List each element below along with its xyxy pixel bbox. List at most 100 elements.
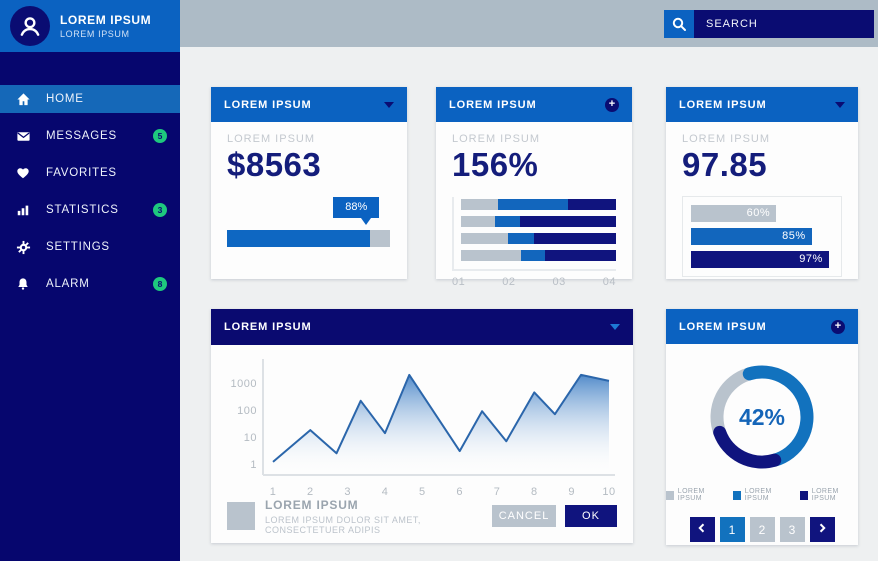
topbar: [180, 0, 878, 47]
chevron-left-icon: [696, 522, 708, 537]
chevron-down-icon[interactable]: [835, 101, 845, 108]
search-bar: [664, 10, 874, 38]
pagination-page-3[interactable]: 3: [779, 517, 805, 542]
donut-legend-item: LOREM IPSUM: [666, 488, 724, 502]
bell-icon: [15, 276, 31, 292]
legend-text: LOREM IPSUM LOREM IPSUM DOLOR SIT AMET, …: [265, 498, 492, 535]
bar-segment-blue: [498, 198, 568, 210]
svg-text:5: 5: [419, 486, 426, 498]
plus-icon[interactable]: +: [605, 97, 619, 112]
progress-tooltip-label: 88%: [345, 201, 368, 214]
home-icon: [15, 91, 31, 107]
sidebar-item-favorites[interactable]: FAVORITES: [0, 159, 180, 187]
profile-name: LOREM IPSUM: [60, 13, 152, 27]
svg-text:9: 9: [568, 486, 575, 498]
svg-text:3: 3: [344, 486, 351, 498]
card-subtitle: LOREM IPSUM: [227, 133, 316, 145]
bar-segment-navy: [519, 215, 616, 227]
pagination-page-2[interactable]: 2: [749, 517, 775, 542]
cancel-button[interactable]: CANCEL: [492, 505, 556, 527]
legend-title: LOREM IPSUM: [265, 497, 359, 512]
percent-bar: 85%: [691, 227, 812, 245]
card-revenue-body: LOREM IPSUM $8563 88%: [211, 122, 407, 247]
search-input[interactable]: [694, 10, 874, 38]
progress-tooltip: 88%: [333, 196, 380, 225]
progress-bar: [227, 229, 390, 247]
svg-text:7: 7: [494, 486, 501, 498]
progress-fill: [227, 229, 371, 247]
stacked-bar-row: [461, 249, 616, 261]
donut-chart: 42%: [710, 365, 814, 469]
sidebar-item-label: HOME: [46, 93, 84, 105]
pagination-prev-button[interactable]: [689, 517, 715, 542]
axis-tick-label: 03: [552, 275, 566, 288]
card-stacked-bars: LOREM IPSUM + LOREM IPSUM 156% 01 02 03 04: [436, 87, 632, 288]
card-trend-header: LOREM IPSUM: [211, 309, 633, 345]
card-trend: LOREM IPSUM 1 10 100 1000 1 2 3 4 5 6 7 8 9 10 LOREM …: [211, 309, 633, 543]
svg-text:2: 2: [307, 486, 314, 498]
user-profile[interactable]: LOREM IPSUM LOREM IPSUM: [0, 0, 180, 52]
gear-icon: [15, 239, 31, 255]
sidebar-item-settings[interactable]: SETTINGS: [0, 233, 180, 261]
donut-legend: LOREM IPSUM LOREM IPSUM LOREM IPSUM: [666, 488, 858, 502]
chevron-down-icon[interactable]: [610, 324, 620, 330]
svg-text:10: 10: [602, 486, 615, 498]
card-hbars-header: LOREM IPSUM: [666, 87, 858, 122]
sidebar-item-alarm[interactable]: ALARM 8: [0, 270, 180, 298]
bar-segment-navy: [567, 198, 616, 210]
stacked-bar-chart: [452, 196, 616, 271]
card-percent-bars: LOREM IPSUM LOREM IPSUM 97.85 60% 85% 97%: [666, 87, 858, 279]
pagination-next-button[interactable]: [809, 517, 835, 542]
sidebar-item-statistics[interactable]: STATISTICS 3: [0, 196, 180, 224]
bar-chart-icon: [15, 202, 31, 218]
card-revenue-header: LOREM IPSUM: [211, 87, 407, 122]
legend-label: LOREM IPSUM: [677, 488, 705, 502]
legend-swatch: [733, 490, 741, 500]
sidebar-item-messages[interactable]: MESSAGES 5: [0, 122, 180, 150]
card-donut-header: LOREM IPSUM +: [666, 309, 858, 344]
profile-text: LOREM IPSUM LOREM IPSUM: [60, 13, 151, 39]
sidebar-item-label: FAVORITES: [46, 167, 117, 179]
bar-segment-blue: [507, 232, 534, 244]
ok-button[interactable]: OK: [565, 505, 617, 527]
legend-description: LOREM IPSUM DOLOR SIT AMET, CONSECTETUER…: [265, 514, 421, 535]
svg-text:6: 6: [456, 486, 463, 498]
percent-bar: 97%: [691, 250, 829, 268]
chevron-right-icon: [816, 522, 828, 537]
svg-text:10: 10: [244, 432, 257, 444]
notification-badge: 3: [153, 203, 167, 217]
search-icon: [672, 17, 686, 31]
percent-bar: 60%: [691, 204, 777, 222]
svg-text:1: 1: [250, 459, 257, 471]
card-title: LOREM IPSUM: [224, 98, 312, 111]
card-hbars-body: LOREM IPSUM 97.85 60% 85% 97%: [666, 122, 858, 277]
notification-badge: 5: [153, 129, 167, 143]
stacked-bar-row: [461, 232, 616, 244]
legend-swatch: [666, 490, 674, 500]
stacked-value: 156%: [452, 146, 539, 183]
bar-segment-blue: [521, 249, 545, 261]
search-button[interactable]: [664, 10, 694, 38]
donut-legend-item: LOREM IPSUM: [800, 488, 858, 502]
sidebar-item-home[interactable]: HOME: [0, 85, 180, 113]
heart-icon: [15, 165, 31, 181]
bar-segment-gray: [461, 198, 499, 210]
plus-icon[interactable]: +: [831, 319, 845, 334]
pagination-page-1[interactable]: 1: [719, 517, 745, 542]
sidebar-item-label: MESSAGES: [46, 130, 117, 142]
bar-segment-gray: [461, 249, 522, 261]
legend-swatch: [227, 502, 255, 530]
card-title: LOREM IPSUM: [224, 321, 312, 333]
revenue-value: $8563: [227, 146, 322, 183]
sidebar-item-label: ALARM: [46, 278, 90, 290]
card-title: LOREM IPSUM: [449, 98, 537, 111]
progress-widget: 88%: [227, 196, 391, 247]
chevron-down-icon[interactable]: [384, 101, 394, 108]
card-stacked-header: LOREM IPSUM +: [436, 87, 632, 122]
stacked-bar-row: [461, 198, 616, 210]
svg-text:8: 8: [531, 486, 538, 498]
user-icon: [20, 17, 40, 36]
bar-segment-navy: [533, 232, 616, 244]
svg-text:42%: 42%: [739, 404, 785, 430]
